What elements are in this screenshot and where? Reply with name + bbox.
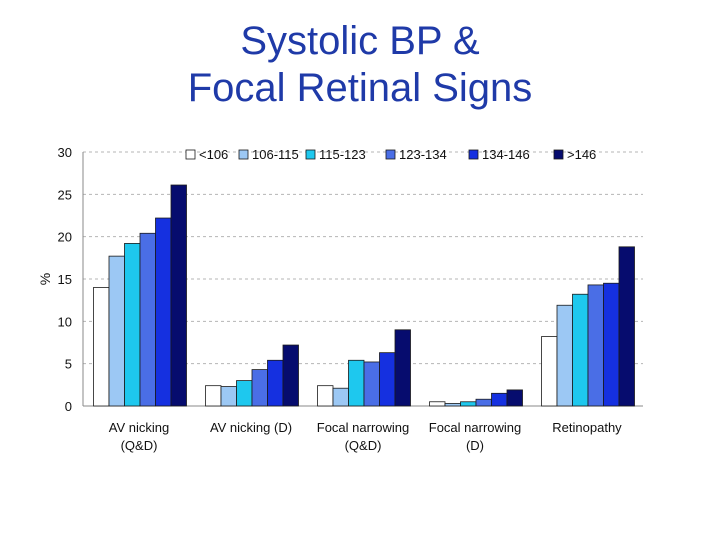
bar <box>363 361 380 407</box>
bar <box>155 217 172 407</box>
legend-swatch <box>385 149 396 160</box>
y-tick-label: 20 <box>58 230 72 245</box>
bar <box>139 232 156 407</box>
x-category-label: Focal narrowing <box>317 420 410 435</box>
bar <box>572 293 589 407</box>
bar <box>556 304 573 407</box>
y-tick-label: 30 <box>58 145 72 160</box>
x-category-label: AV nicking (D) <box>210 420 292 435</box>
bar <box>170 184 187 407</box>
y-tick-label: 25 <box>58 187 72 202</box>
legend-label: 106-115 <box>252 147 299 162</box>
x-category-label: Retinopathy <box>552 420 622 435</box>
bar <box>491 392 508 407</box>
y-tick-label: 15 <box>58 272 72 287</box>
bar <box>251 369 268 407</box>
bar <box>475 398 492 407</box>
y-axis-label: % <box>37 273 53 285</box>
bar <box>603 282 620 407</box>
bar <box>444 403 461 407</box>
bar <box>220 386 237 407</box>
title-line-1: Systolic BP & <box>240 19 480 63</box>
legend-label: 123-134 <box>399 147 447 162</box>
x-category-label: Focal narrowing <box>429 420 522 435</box>
bar <box>93 287 110 407</box>
y-tick-label: 0 <box>65 399 72 414</box>
legend-swatch <box>468 149 479 160</box>
bar <box>332 387 349 407</box>
y-tick-label: 10 <box>58 314 72 329</box>
legend-label: >146 <box>567 147 596 162</box>
x-category-label: AV nicking <box>109 420 169 435</box>
bar <box>282 344 299 407</box>
legend-swatch <box>238 149 249 160</box>
bar <box>618 246 635 407</box>
chart-title: Systolic BP & Focal Retinal Signs <box>0 18 720 112</box>
bar <box>317 385 334 407</box>
bar <box>348 359 365 407</box>
title-line-2: Focal Retinal Signs <box>187 66 533 110</box>
x-category-label: (Q&D) <box>345 438 382 453</box>
bar <box>124 243 141 407</box>
bar <box>205 385 222 407</box>
legend-swatch <box>185 149 196 160</box>
bar <box>506 389 523 407</box>
bar <box>267 359 284 407</box>
bar <box>541 336 558 407</box>
legend-label: 115-123 <box>319 147 366 162</box>
legend-swatch <box>305 149 316 160</box>
x-category-label: (D) <box>466 438 484 453</box>
bar <box>108 255 125 407</box>
bar <box>379 352 396 407</box>
legend-label: 134-146 <box>482 147 530 162</box>
bar <box>394 329 411 407</box>
x-category-label: (Q&D) <box>121 438 158 453</box>
bar <box>429 401 446 407</box>
bar <box>587 284 604 407</box>
legend-label: <106 <box>199 147 228 162</box>
legend-swatch <box>553 149 564 160</box>
bar <box>460 401 477 407</box>
bar <box>236 380 253 407</box>
y-tick-label: 5 <box>65 357 72 372</box>
